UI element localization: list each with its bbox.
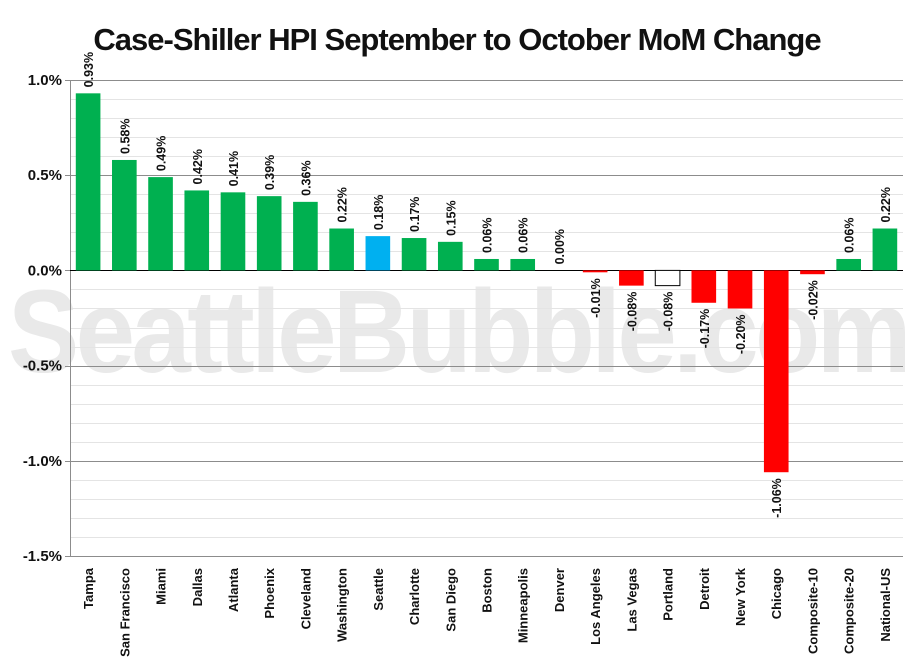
data-label: 0.00% [553, 229, 567, 264]
x-tick-label: Miami [154, 568, 169, 605]
data-label: -0.08% [625, 292, 639, 332]
data-labels: 0.93% 0.58% 0.49% 0.42% 0.41% 0.39% 0.36% 0.22%… [82, 52, 893, 518]
bar-portland [654, 269, 681, 287]
x-tick-label: San Francisco [117, 568, 132, 657]
x-tick-label: Dallas [190, 568, 205, 606]
bar-atlanta [220, 192, 246, 271]
x-tick-label: Phoenix [262, 567, 277, 618]
x-tick-label: Minneapolis [516, 568, 531, 643]
x-tick-label: Boston [480, 568, 495, 613]
y-tick-labels: 1.0% 0.5% 0.0% -0.5% -1.0% -1.5% [23, 72, 62, 565]
data-label: -0.01% [589, 278, 603, 318]
data-label: 0.22% [336, 187, 350, 222]
data-label: 0.18% [372, 195, 386, 230]
bars [75, 93, 898, 473]
bar-boston [474, 258, 499, 271]
x-tick-label: Los Angeles [588, 568, 603, 645]
data-label: 0.39% [263, 155, 277, 190]
x-tick-label: Washington [335, 568, 350, 642]
bar-las-vegas [619, 270, 644, 286]
y-tick-label: 1.0% [28, 72, 62, 89]
bar-phoenix [256, 196, 282, 271]
bar-charlotte [401, 238, 427, 271]
x-tick-label: Chicago [769, 568, 784, 619]
x-tick-label: Atlanta [226, 567, 241, 612]
x-tick-label: Detroit [697, 567, 712, 610]
x-tick-label: Tampa [81, 567, 96, 609]
bar-detroit [691, 270, 717, 303]
bar-minneapolis [510, 258, 536, 271]
data-label: -0.08% [662, 292, 676, 332]
x-tick-label: Charlotte [407, 568, 422, 625]
bar-tampa [75, 93, 101, 271]
data-label: 0.49% [155, 136, 169, 171]
x-tick-label: San Diego [443, 568, 458, 632]
x-tick-label: Composite-20 [842, 568, 857, 654]
x-tick-label: Denver [552, 568, 567, 612]
data-label: 0.42% [191, 149, 205, 184]
data-label: 0.15% [444, 200, 458, 235]
x-tick-label: Composite-10 [805, 568, 820, 654]
data-label: -0.17% [698, 309, 712, 349]
x-tick-label: Portland [661, 568, 676, 621]
chart-title: Case-Shiller HPI September to October Mo… [93, 22, 821, 57]
data-label: 0.06% [481, 218, 495, 253]
bar-washington [329, 228, 354, 271]
data-label: 0.22% [879, 187, 893, 222]
bar-miami [148, 177, 173, 271]
watermark: SeattleBubble.com [8, 266, 908, 398]
bar-national-us [872, 228, 898, 271]
y-tick-label: 0.0% [28, 262, 62, 279]
data-label: 0.06% [517, 218, 531, 253]
data-label: -0.20% [734, 314, 748, 354]
x-tick-labels: Tampa San Francisco Miami Dallas Atlanta Phoe… [81, 567, 893, 657]
bar-san-diego [437, 241, 463, 271]
x-tick-label: New York [733, 567, 748, 626]
bar-san-francisco [112, 159, 137, 271]
x-tick-label: Cleveland [298, 568, 313, 629]
y-tick-label: -1.0% [23, 453, 62, 470]
data-label: 0.58% [118, 119, 132, 154]
bar-cleveland [293, 201, 318, 271]
data-label: -0.02% [806, 280, 820, 320]
bar-dallas [184, 190, 210, 271]
y-tick-label: -0.5% [23, 358, 62, 375]
y-tick-label: 0.5% [28, 167, 62, 184]
bar-composite-10 [800, 270, 825, 275]
bar-los-angeles [582, 270, 608, 273]
data-label: 0.36% [299, 160, 313, 195]
bar-seattle [365, 236, 391, 271]
bar-chicago [763, 270, 789, 473]
data-label: 0.41% [227, 151, 241, 186]
data-label: 0.06% [843, 218, 857, 253]
x-tick-label: National-US [878, 568, 893, 642]
bar-composite-20 [836, 258, 861, 271]
bar-new-york [727, 270, 753, 309]
data-label: 0.17% [408, 197, 422, 232]
x-tick-label: Las Vegas [624, 568, 639, 632]
data-label: 0.93% [82, 52, 96, 87]
data-label: -1.06% [770, 478, 784, 518]
x-tick-label: Seattle [371, 568, 386, 611]
y-tick-label: -1.5% [23, 548, 62, 565]
